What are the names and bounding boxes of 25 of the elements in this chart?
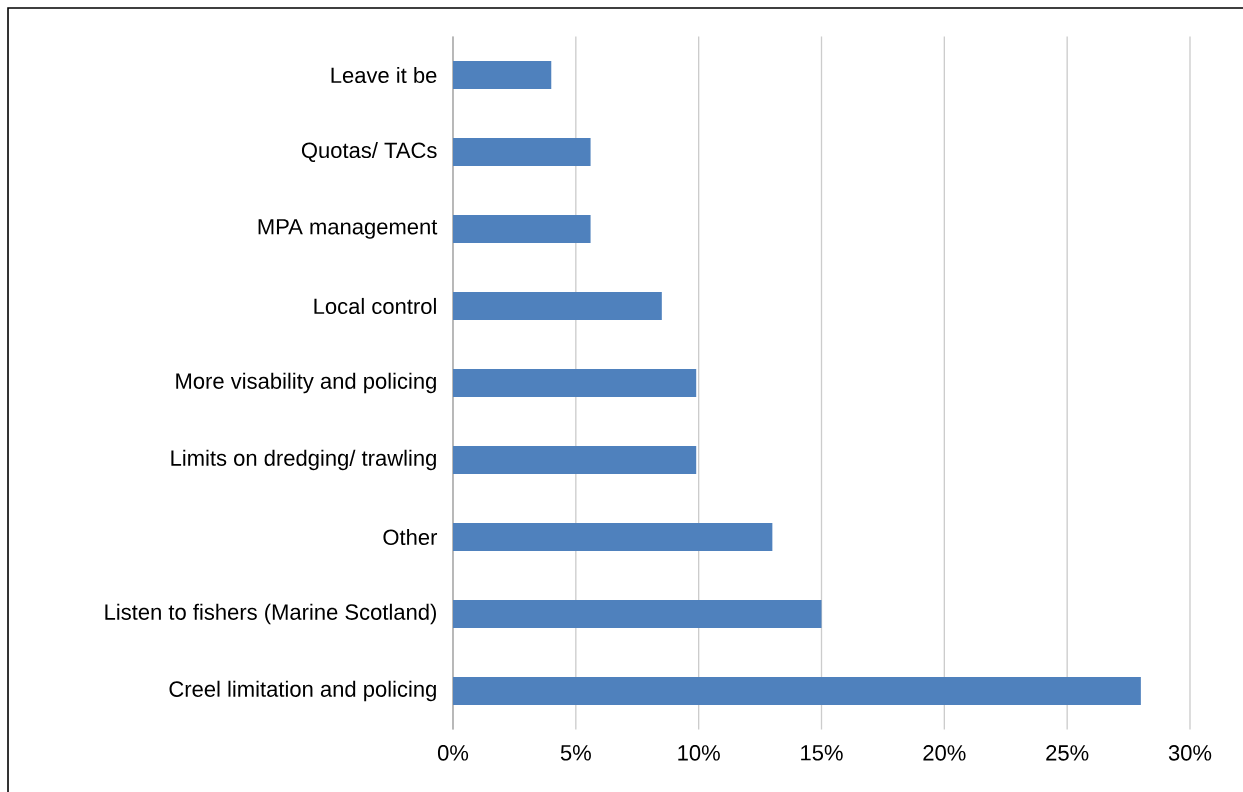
bar (453, 291, 662, 320)
y-tick-label: Limits on dredging/ trawling (171, 449, 436, 471)
y-tick-label: Listen to fishers (Marine Scotland) (105, 603, 436, 625)
y-tick-label: Other (383, 528, 438, 546)
bar (453, 676, 1141, 705)
y-tick-label: Leave it be (331, 66, 437, 84)
bar (453, 522, 773, 551)
y-tick-label: MPA management (258, 219, 438, 239)
bar (453, 445, 697, 474)
bar (453, 214, 591, 243)
x-tick-label: 0% (437, 745, 469, 761)
y-tick-label: More visability and policing (176, 372, 436, 394)
x-tick-label: 5% (560, 745, 591, 761)
bar (453, 137, 591, 166)
bar (453, 368, 697, 397)
x-tick-label: 20% (923, 745, 966, 761)
bar (453, 60, 552, 89)
x-tick-label: 15% (801, 745, 843, 761)
y-tick-label: Creel limitation and policing (169, 680, 436, 702)
bar (453, 599, 822, 628)
y-tick-label: Quotas/ TACs (301, 141, 437, 163)
y-tick-label: Local control (314, 297, 436, 315)
x-tick-label: 30% (1168, 745, 1212, 761)
x-tick-label: 25% (1046, 745, 1089, 761)
x-tick-label: 10% (678, 745, 720, 761)
